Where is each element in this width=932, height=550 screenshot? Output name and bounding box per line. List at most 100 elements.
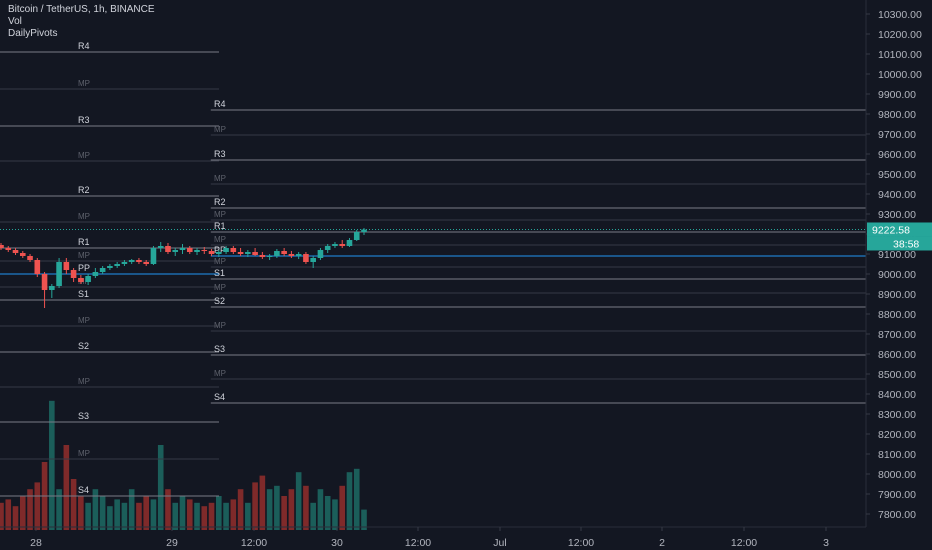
- volume-bar: [230, 499, 237, 530]
- last-price-value: 9222.58: [872, 224, 910, 236]
- candle-body: [324, 246, 331, 250]
- y-tick-label: 8600.00: [878, 349, 916, 361]
- volume-bars: [0, 400, 367, 530]
- y-tick-label: 8900.00: [878, 289, 916, 301]
- candle-body: [157, 246, 164, 248]
- volume-bar: [85, 502, 91, 530]
- pivot-label-s3: S3: [214, 344, 225, 354]
- pivot-label-r2: R2: [214, 197, 226, 207]
- y-tick-label: 10100.00: [878, 49, 922, 61]
- pivot-label-s1: S1: [78, 289, 89, 299]
- candle-body: [78, 278, 84, 282]
- volume-bar: [288, 489, 295, 530]
- y-tick-label: 8100.00: [878, 449, 916, 461]
- candle-body: [201, 250, 208, 251]
- y-tick-label: 8500.00: [878, 369, 916, 381]
- pivot-label-mp: MP: [78, 151, 90, 160]
- pivot-label-r4: R4: [78, 41, 90, 51]
- x-tick-label: 12:00: [731, 537, 757, 549]
- candle-body: [230, 248, 237, 252]
- candle-body: [295, 254, 302, 256]
- y-tick-label: 8700.00: [878, 329, 916, 341]
- volume-bar: [165, 489, 171, 530]
- pivot-label-r3: R3: [78, 115, 90, 125]
- pivot-label-mp: MP: [78, 377, 90, 386]
- volume-bar: [281, 496, 287, 530]
- y-tick-label: 8300.00: [878, 409, 916, 421]
- candle-body: [353, 232, 360, 240]
- x-tick-label: 12:00: [568, 537, 594, 549]
- volume-bar: [128, 489, 135, 530]
- candle-body: [92, 272, 99, 276]
- candle-body: [216, 252, 222, 254]
- volume-bar: [303, 485, 309, 530]
- pivot-label-mp: MP: [78, 212, 90, 221]
- volume-bar: [92, 489, 99, 530]
- volume-bar: [63, 445, 70, 530]
- pivot-label-mp: MP: [78, 251, 90, 260]
- volume-bar: [78, 496, 84, 530]
- candle-body: [5, 248, 12, 250]
- candle-body: [361, 229, 367, 232]
- candle-body: [27, 256, 33, 260]
- y-tick-label: 9100.00: [878, 249, 916, 261]
- pivot-label-mp: MP: [214, 369, 226, 378]
- candle-body: [34, 260, 41, 274]
- pivot-label-mp: MP: [214, 283, 226, 292]
- candle-body: [310, 258, 316, 262]
- volume-bar: [237, 489, 244, 530]
- pivot-label-s2: S2: [78, 341, 89, 351]
- volume-bar: [353, 468, 360, 530]
- volume-bar: [172, 502, 179, 530]
- volume-bar: [361, 509, 367, 530]
- candle-body: [281, 251, 287, 254]
- volume-bar: [223, 502, 229, 530]
- volume-bar: [107, 506, 113, 530]
- chart-symbol-title: Bitcoin / TetherUS, 1h, BINANCE: [8, 4, 155, 15]
- y-tick-label: 7900.00: [878, 489, 916, 501]
- x-tick-label: 12:00: [241, 537, 267, 549]
- volume-bar: [143, 496, 149, 530]
- volume-bar: [121, 502, 128, 530]
- candlesticks: [0, 228, 367, 308]
- candle-body: [70, 270, 77, 278]
- candle-body: [266, 256, 273, 257]
- pivot-label-pp: PP: [214, 245, 226, 255]
- volume-bar: [179, 496, 186, 530]
- pivot-label-s4: S4: [78, 485, 89, 495]
- candle-body: [288, 254, 295, 256]
- candle-body: [41, 274, 48, 290]
- pivot-label-r2: R2: [78, 185, 90, 195]
- bar-countdown: 38:58: [893, 238, 919, 250]
- y-tick-label: 8800.00: [878, 309, 916, 321]
- candle-body: [121, 262, 128, 264]
- candle-body: [165, 246, 171, 252]
- pivots-indicator-label[interactable]: DailyPivots: [8, 28, 58, 39]
- volume-bar: [266, 489, 273, 530]
- volume-bar: [19, 496, 26, 530]
- candle-body: [245, 252, 251, 254]
- volume-indicator-label[interactable]: Vol: [8, 16, 22, 27]
- candle-body: [208, 251, 215, 254]
- y-tick-label: 9300.00: [878, 209, 916, 221]
- pivot-label-r1: R1: [78, 237, 90, 247]
- candle-body: [172, 250, 179, 252]
- volume-bar: [0, 502, 4, 530]
- candle-body: [237, 252, 244, 254]
- volume-bar: [27, 489, 33, 530]
- x-tick-label: 28: [30, 537, 42, 549]
- pivot-label-mp: MP: [78, 316, 90, 325]
- pivot-label-r4: R4: [214, 99, 226, 109]
- y-tick-label: 9500.00: [878, 169, 916, 181]
- volume-bar: [99, 496, 106, 530]
- y-tick-label: 9800.00: [878, 109, 916, 121]
- candle-body: [99, 268, 106, 272]
- pivot-label-pp: PP: [78, 263, 90, 273]
- last-price-badge: [867, 222, 932, 237]
- candle-body: [303, 254, 309, 262]
- volume-bar: [70, 479, 77, 530]
- pivot-label-mp: MP: [214, 174, 226, 183]
- volume-bar: [295, 472, 302, 530]
- pivot-label-mp: MP: [214, 257, 226, 266]
